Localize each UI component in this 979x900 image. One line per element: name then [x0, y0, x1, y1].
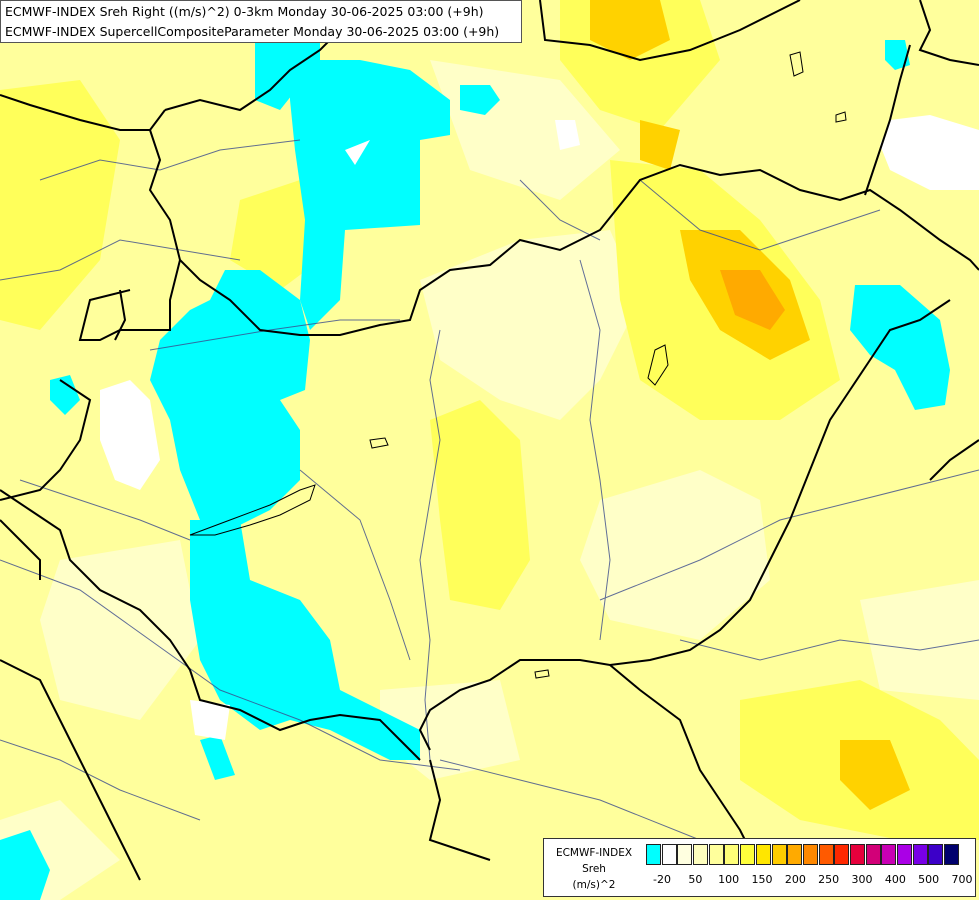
legend-title-model: ECMWF-INDEX — [555, 847, 633, 859]
legend-tick-label: 500 — [918, 873, 940, 886]
mid-field-areas — [0, 0, 979, 840]
map-title-line-1: ECMWF-INDEX Sreh Right ((m/s)^2) 0-3km M… — [5, 4, 484, 19]
legend-tick-label: 200 — [784, 873, 806, 886]
white-field-areas — [100, 115, 979, 740]
legend-swatch — [708, 844, 724, 865]
rivers — [0, 139, 979, 861]
legend-swatch — [818, 844, 834, 865]
legend-swatch — [928, 844, 944, 865]
legend-swatch — [677, 844, 693, 865]
legend-swatch — [834, 844, 850, 865]
legend-tick-label: 50 — [688, 873, 703, 886]
map-title-box: ECMWF-INDEX Sreh Right ((m/s)^2) 0-3km M… — [0, 0, 522, 43]
legend-swatch — [912, 844, 928, 865]
legend-tick-label: 700 — [951, 873, 973, 886]
legend-swatch — [693, 844, 709, 865]
lakes — [189, 51, 847, 679]
legend-swatch — [646, 844, 661, 865]
legend-tick-label: 400 — [884, 873, 906, 886]
legend-tick-label: -20 — [653, 873, 671, 886]
legend-swatch — [865, 844, 881, 865]
legend-title-parameter: Sreh — [582, 863, 606, 875]
peak-field-areas — [720, 270, 785, 330]
legend-ticks: -20 50 100 150 200 250 300 400 500 700 — [644, 873, 974, 889]
legend-tick-label: 250 — [818, 873, 840, 886]
legend-swatches — [646, 844, 960, 865]
color-legend: ECMWF-INDEX Sreh (m/s)^2 -20 50 100 150 200 2… — [543, 838, 976, 897]
legend-swatch — [881, 844, 897, 865]
legend-swatch — [897, 844, 912, 865]
country-borders — [0, 0, 979, 881]
legend-swatch — [724, 844, 740, 865]
legend-tick-label: 150 — [751, 873, 773, 886]
legend-swatch — [755, 844, 771, 865]
legend-swatch — [944, 844, 960, 865]
legend-title-unit: (m/s)^2 — [572, 879, 616, 891]
legend-tick-label: 300 — [851, 873, 873, 886]
map-title-line-2: ECMWF-INDEX SupercellCompositeParameter … — [5, 24, 500, 39]
legend-swatch — [849, 844, 865, 865]
legend-swatch — [771, 844, 787, 865]
legend-tick-label: 100 — [718, 873, 740, 886]
legend-swatch — [661, 844, 677, 865]
legend-swatch — [787, 844, 803, 865]
legend-swatch — [802, 844, 818, 865]
legend-swatch — [740, 844, 756, 865]
